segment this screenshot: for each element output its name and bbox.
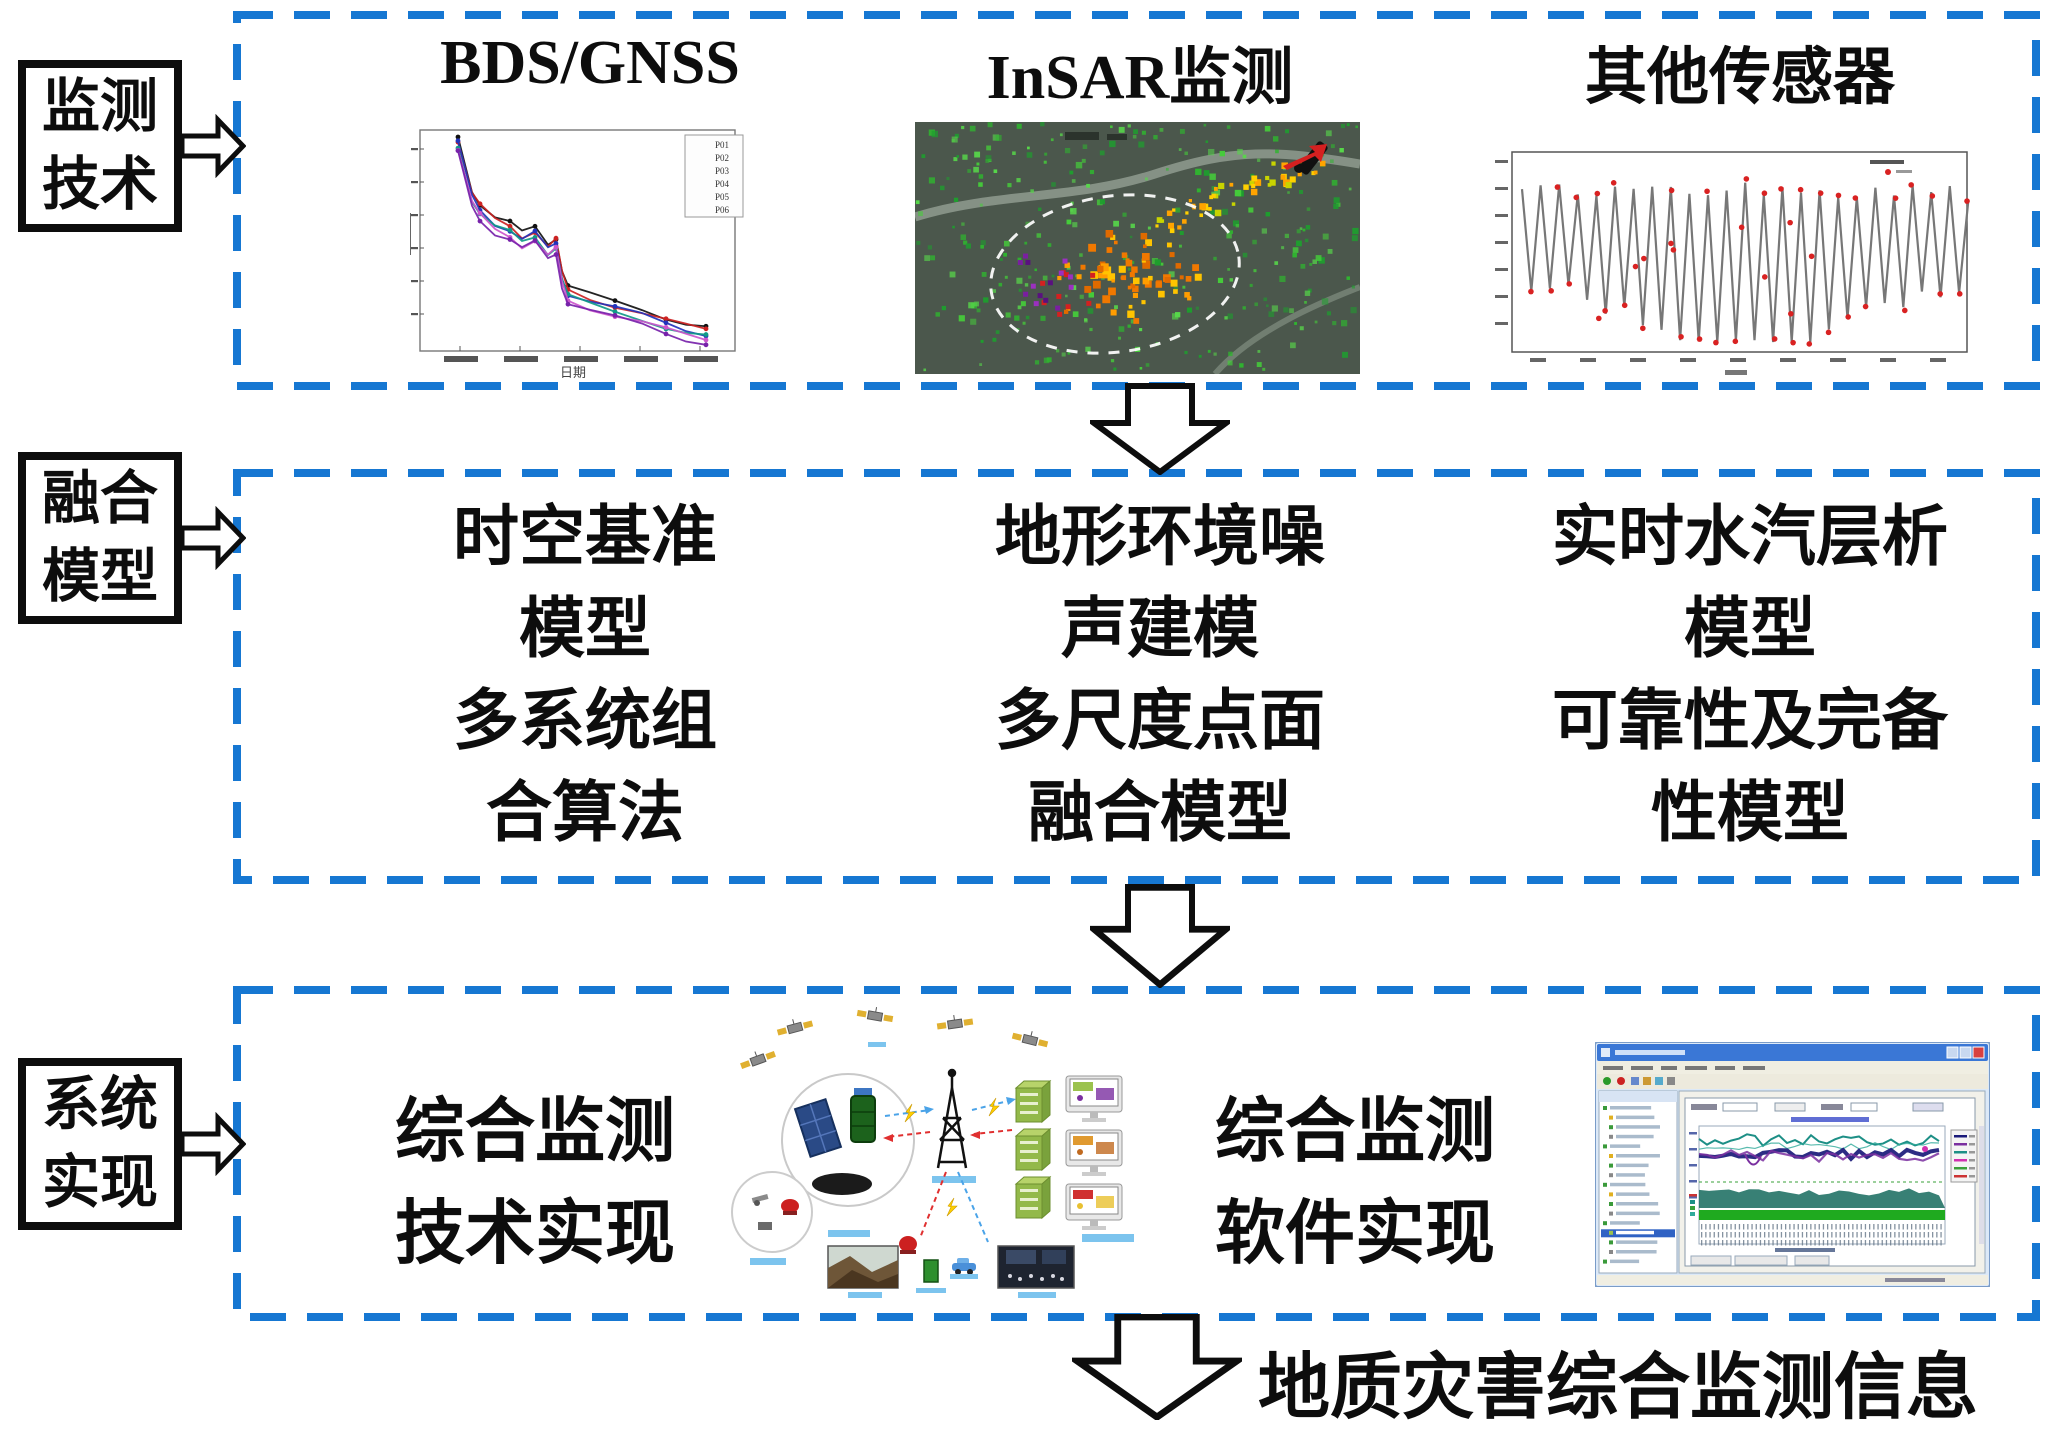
model-text-line: 地形环境噪 <box>995 501 1325 574</box>
insar-map-image <box>915 122 1360 374</box>
menu-bar <box>1597 1061 1988 1074</box>
monitoring-architecture-image <box>731 1007 1134 1298</box>
model-text-line: 融合模型 <box>1028 777 1292 850</box>
bds-legend-label: P06 <box>715 205 730 215</box>
stage-label-line: 监测 <box>41 74 158 139</box>
impl-text-line: 技术实现 <box>395 1196 675 1273</box>
server-icons <box>1014 1079 1052 1220</box>
satellites-icons <box>740 1007 1049 1069</box>
comm-links <box>883 1097 1016 1243</box>
bds-legend-label: P05 <box>715 192 730 202</box>
monitor-icons <box>1065 1075 1123 1230</box>
model-text-line: 声建模 <box>1061 593 1259 666</box>
impl-text-line: 综合监测 <box>395 1094 675 1171</box>
right-arrow-icon <box>180 506 246 570</box>
bds-gnss-chart-image: P01 P02 P03 P04 P05 P06 日期 <box>410 129 744 380</box>
impl-text-line: 软件实现 <box>1215 1196 1495 1273</box>
fusion-model-col2: 地形环境噪 声建模 多尺度点面 融合模型 <box>895 492 1425 860</box>
down-arrow-icon <box>1090 884 1230 988</box>
tech-implementation-text: 综合监测 技术实现 <box>285 1082 785 1286</box>
stage-label-fusion: 融合 模型 <box>18 452 182 624</box>
status-bar <box>1597 1275 1988 1285</box>
bds-legend-label: P02 <box>715 153 729 163</box>
right-arrow-icon <box>180 114 246 178</box>
fusion-model-col1: 时空基准 模型 多系统组 合算法 <box>320 492 850 860</box>
software-screenshot-image <box>1595 1042 1990 1287</box>
bds-legend-label: P03 <box>715 166 730 176</box>
stage-label-line: 融合 <box>41 466 158 531</box>
toolbar <box>1597 1074 1988 1089</box>
stage-label-line: 实现 <box>41 1150 158 1215</box>
bds-gnss-title: BDS/GNSS <box>440 29 740 97</box>
radio-tower-icon <box>936 1068 968 1169</box>
right-arrow-icon <box>180 1112 246 1176</box>
stage-label-line: 模型 <box>41 544 158 609</box>
insar-title: InSAR监测 <box>986 44 1294 112</box>
sensor-timeseries-image <box>1495 151 1970 375</box>
landslide-boundary-outline <box>989 193 1241 355</box>
stage-label-line: 系统 <box>41 1072 158 1137</box>
control-room-photo <box>997 1245 1075 1289</box>
stage-label-monitoring: 监测 技术 <box>18 60 182 232</box>
impl-text-line: 综合监测 <box>1215 1094 1495 1171</box>
site-photo <box>827 1245 899 1289</box>
maximize-button-icon <box>1959 1046 1972 1059</box>
bds-xaxis-label: 日期 <box>560 365 586 380</box>
car-icon <box>952 1258 976 1275</box>
model-text-line: 性模型 <box>1651 777 1849 850</box>
window-title-bar <box>1597 1044 1988 1061</box>
output-caption: 地质灾害综合监测信息 <box>1258 1348 1979 1428</box>
model-text-line: 实时水汽层析 <box>1552 501 1948 574</box>
model-text-line: 多尺度点面 <box>995 685 1325 758</box>
model-text-line: 时空基准 <box>453 501 717 574</box>
model-text-line: 模型 <box>1684 593 1816 666</box>
software-implementation-text: 综合监测 软件实现 <box>1115 1082 1595 1286</box>
down-arrow-icon <box>1090 383 1230 475</box>
bds-legend-label: P04 <box>715 179 730 189</box>
stage-label-line: 技术 <box>41 152 158 217</box>
bds-legend-label: P01 <box>715 140 729 150</box>
model-text-line: 多系统组 <box>453 685 717 758</box>
solar-panel-icon <box>793 1098 843 1158</box>
output-down-arrow-icon <box>1072 1314 1242 1420</box>
model-text-line: 合算法 <box>486 777 684 850</box>
gnss-receiver-icon <box>850 1088 876 1143</box>
stage-label-system: 系统 实现 <box>18 1058 182 1230</box>
model-text-line: 模型 <box>519 593 651 666</box>
fusion-model-col3: 实时水汽层析 模型 可靠性及完备 性模型 <box>1470 492 2030 860</box>
satellite-icon <box>1283 141 1328 175</box>
field-device-icon <box>923 1259 939 1283</box>
model-text-line: 可靠性及完备 <box>1552 685 1948 758</box>
field-sensors-icons <box>751 1193 799 1230</box>
close-button-icon <box>1972 1046 1985 1059</box>
other-sensors-title: 其他传感器 <box>1584 44 1895 112</box>
minimize-button-icon <box>1946 1046 1959 1059</box>
